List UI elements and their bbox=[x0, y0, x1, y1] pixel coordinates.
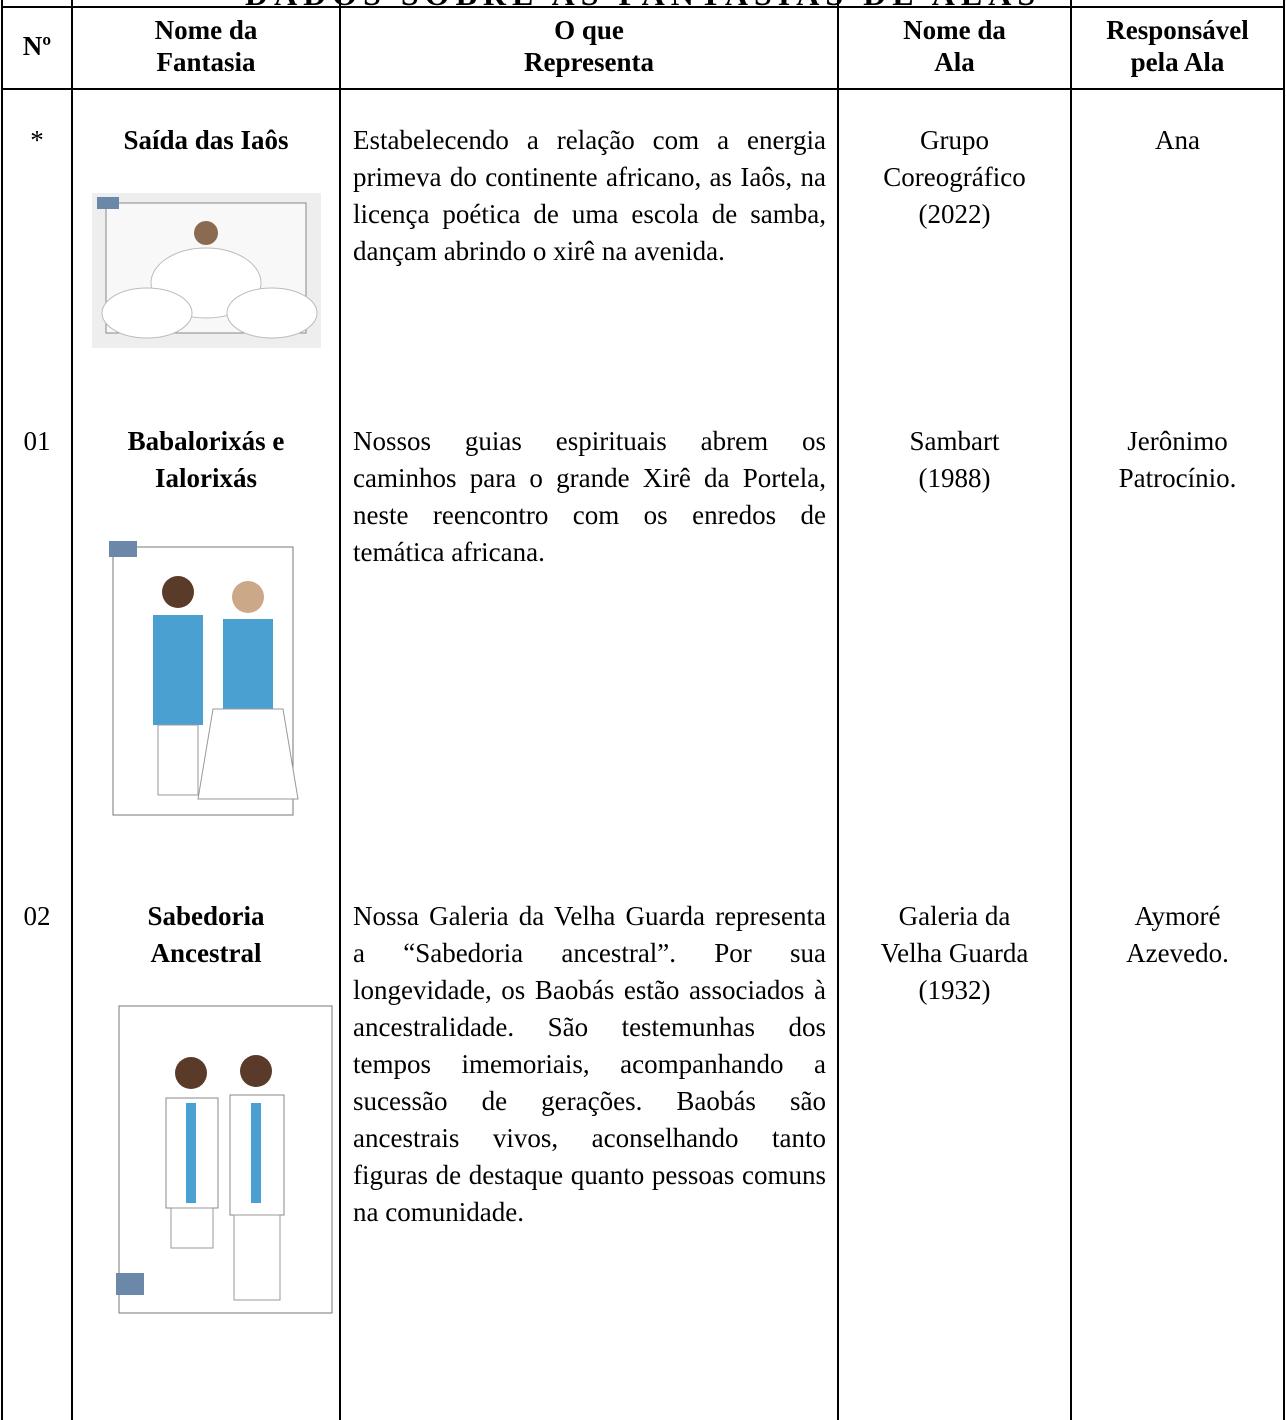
column-header: O que Representa bbox=[524, 15, 654, 77]
doc-title: DADOS SOBRE AS FANTASIAS DE ALAS bbox=[0, 0, 1286, 10]
costume-name: Sabedoria Ancestral bbox=[147, 901, 265, 968]
costume-image bbox=[103, 537, 321, 821]
column-header: Responsável pela Ala bbox=[1106, 15, 1249, 77]
description: Nossos guias espirituais abrem os caminh… bbox=[353, 426, 826, 567]
row-number: 01 bbox=[23, 426, 51, 456]
costume-name: Babalorixás e Ialorixás bbox=[127, 426, 285, 493]
row-number: 02 bbox=[23, 901, 51, 931]
column-header: Nome da Ala bbox=[903, 15, 1006, 77]
rule bbox=[1283, 0, 1285, 1420]
costume-image bbox=[116, 1003, 335, 1316]
rule bbox=[71, 0, 73, 1420]
description: Nossa Galeria da Velha Guarda representa… bbox=[353, 901, 826, 1227]
rule bbox=[2, 88, 1284, 90]
rule bbox=[2, 6, 1284, 8]
responsible: Aymoré Azevedo. bbox=[1126, 901, 1229, 968]
ala-name: Galeria da Velha Guarda (1932) bbox=[880, 901, 1029, 1005]
responsible: Ana bbox=[1155, 125, 1200, 155]
column-header: Nome da Fantasia bbox=[154, 15, 258, 77]
rule bbox=[339, 0, 341, 1420]
ala-name: Grupo Coreográfico (2022) bbox=[883, 125, 1026, 229]
column-header: Nº bbox=[22, 31, 52, 61]
costume-image bbox=[92, 193, 321, 348]
row-number: * bbox=[30, 125, 44, 155]
rule bbox=[1, 0, 3, 1420]
costume-name: Saída das Iaôs bbox=[123, 125, 289, 155]
rule bbox=[837, 0, 839, 1420]
description: Estabelecendo a relação com a energia pr… bbox=[353, 125, 826, 266]
rule bbox=[1070, 0, 1072, 1420]
responsible: Jerônimo Patrocínio. bbox=[1118, 426, 1237, 493]
ala-name: Sambart (1988) bbox=[909, 426, 1000, 493]
